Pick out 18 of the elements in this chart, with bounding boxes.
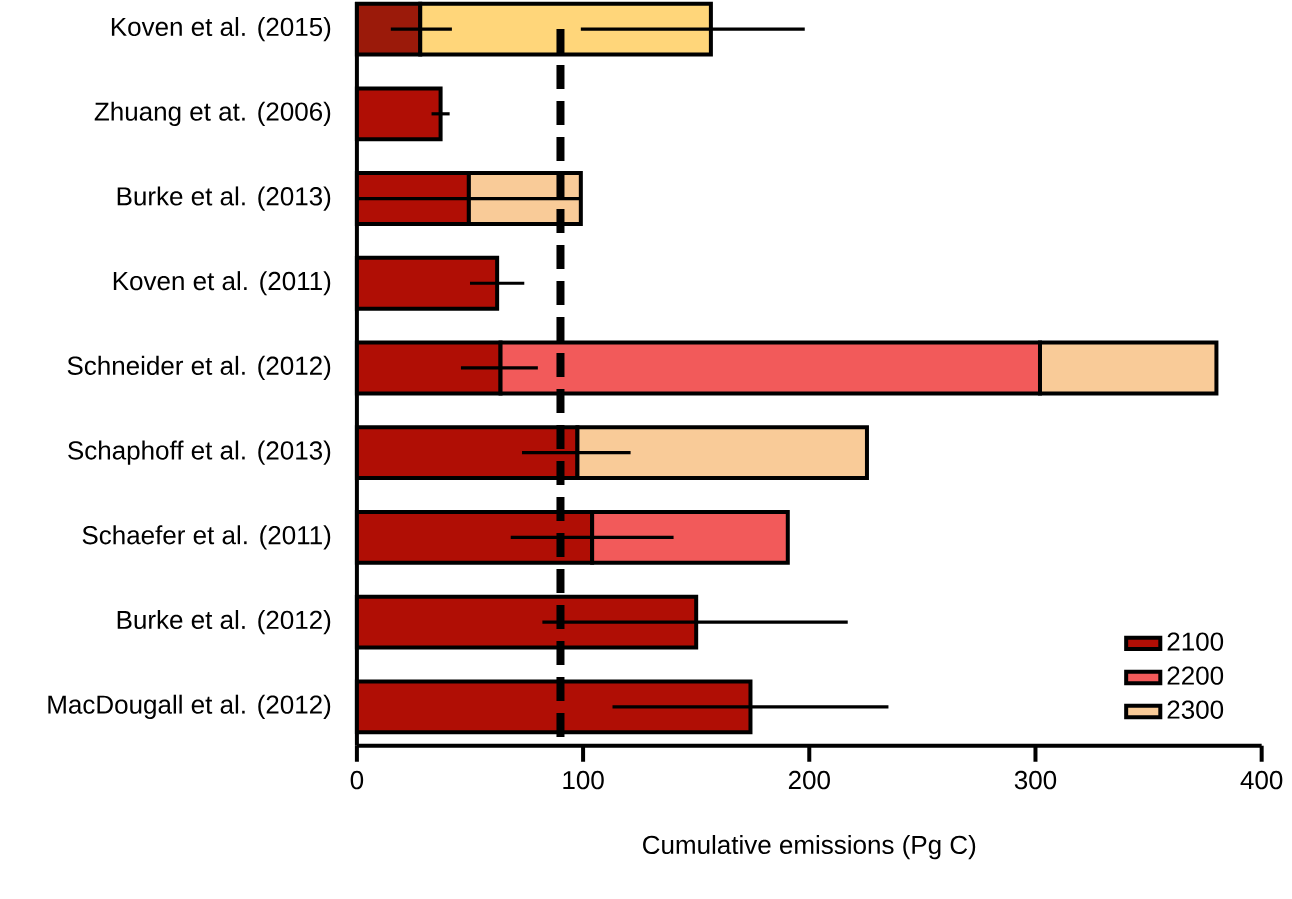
x-tick-label: 300 bbox=[1014, 770, 1057, 790]
legend-label: 2300 bbox=[1167, 700, 1224, 719]
y-tick-label: MacDougall et al. (2012) bbox=[48, 694, 331, 720]
y-tick-label: Schaefer et al. (2011) bbox=[82, 525, 331, 550]
y-tick-label: Burke et al. (2013) bbox=[117, 186, 331, 211]
x-tick-label: 400 bbox=[1240, 770, 1283, 790]
legend-label: 2200 bbox=[1167, 666, 1224, 685]
y-tick-label: Koven et al. (2011) bbox=[113, 271, 331, 296]
x-tick-label: 0 bbox=[350, 770, 364, 790]
x-tick-label: 200 bbox=[788, 770, 830, 790]
y-tick-label: Burke et al. (2012) bbox=[117, 610, 331, 635]
x-axis-title: Cumulative emissions (Pg C) bbox=[643, 835, 976, 860]
y-tick-label: Schaphoff et al. (2013) bbox=[68, 440, 331, 465]
x-tick-label: 100 bbox=[563, 770, 604, 790]
y-tick-label: Koven et al. (2015) bbox=[111, 17, 331, 42]
legend-label: 2100 bbox=[1167, 632, 1224, 651]
y-tick-label: Schneider et al. (2012) bbox=[67, 355, 331, 381]
y-tick-label: Zhuang et at. (2006) bbox=[94, 101, 331, 127]
